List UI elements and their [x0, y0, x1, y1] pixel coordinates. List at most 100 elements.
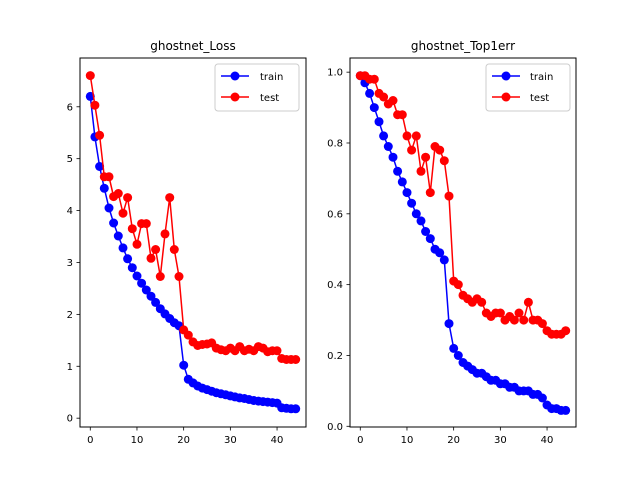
loss-chart-panel: ghostnet_Loss 0 10 20 30 40 0 1 2 3 4 5 6 train tes… — [67, 39, 307, 446]
loss-y-tick-label: 5 — [67, 154, 73, 165]
top1err-test-point — [407, 145, 417, 155]
loss-test-point — [104, 172, 114, 182]
top1err-test-point — [435, 145, 445, 155]
top1err-legend-test-label: test — [530, 93, 549, 104]
top1err-train-point — [402, 188, 412, 198]
top1err-x-tick-label: 40 — [541, 435, 554, 446]
top1err-train-point — [444, 319, 454, 329]
top1err-test-point — [509, 315, 519, 325]
loss-test-point — [118, 208, 128, 218]
loss-test-point — [113, 189, 123, 198]
top1err-test-point — [444, 191, 454, 201]
loss-test-point — [160, 229, 170, 239]
top1err-train-point — [561, 405, 571, 415]
top1err-y-tick-label: 1.0 — [327, 68, 343, 79]
top1err-train-point — [374, 117, 384, 127]
top1err-legend-train-label: train — [530, 72, 553, 83]
top1err-train-point — [388, 152, 398, 162]
loss-legend-train-label: train — [260, 72, 283, 83]
top1err-test-point — [453, 280, 463, 290]
top1err-legend: train test — [485, 63, 571, 112]
top1err-train-point — [411, 209, 421, 219]
top1err-test-point — [561, 326, 571, 336]
top1err-train-point — [449, 343, 459, 353]
top1err-y-tick-label: 0.6 — [327, 209, 343, 220]
top1err-plot-area: 0 10 20 30 40 0.0 0.2 0.4 0.6 0.8 1.0 — [327, 68, 571, 446]
loss-test-point — [155, 272, 165, 281]
top1err-x-tick-label: 10 — [401, 435, 414, 446]
loss-test-point — [169, 245, 179, 254]
top1err-y-tick-label: 0.0 — [327, 422, 343, 433]
loss-x-tick-label: 30 — [224, 435, 237, 446]
top1err-test-point — [425, 188, 435, 198]
loss-legend-train-marker — [230, 71, 240, 81]
loss-plot-area: 0 10 20 30 40 0 1 2 3 4 5 6 — [67, 71, 301, 446]
top1err-train-point — [537, 393, 547, 403]
top1err-test-point — [416, 166, 426, 176]
loss-train-point — [123, 254, 133, 264]
top1err-train-point — [365, 88, 375, 98]
top1err-train-point — [393, 166, 403, 176]
loss-test-point — [123, 193, 133, 203]
top1err-test-point — [421, 152, 431, 162]
top1err-y-tick-label: 0.8 — [327, 138, 343, 149]
loss-test-point — [127, 224, 137, 234]
loss-train-point — [137, 278, 147, 288]
loss-y-tick-label: 6 — [67, 102, 73, 113]
top1err-train-point — [425, 234, 435, 244]
top1err-test-point — [402, 131, 412, 141]
loss-test-point — [151, 245, 161, 254]
top1err-train-point — [421, 227, 431, 236]
top1err-chart-panel: ghostnet_Top1err 0 10 20 30 40 0.0 0.2 0.4 0.6 0.… — [327, 39, 577, 446]
loss-test-point — [183, 330, 193, 340]
loss-train-point — [99, 183, 109, 193]
loss-x-tick-label: 10 — [131, 435, 144, 446]
top1err-train-point — [453, 351, 463, 360]
loss-train-point — [109, 218, 119, 228]
top1err-test-point — [379, 92, 389, 102]
top1err-x-tick-label: 20 — [447, 435, 460, 446]
top1err-y-tick-label: 0.2 — [327, 351, 343, 362]
top1err-legend-test-marker — [501, 92, 511, 102]
top1err-train-point — [397, 177, 407, 187]
loss-test-point — [272, 346, 282, 356]
loss-train-point — [146, 291, 156, 301]
loss-train-point — [95, 162, 105, 171]
loss-test-point — [174, 272, 184, 281]
top1err-legend-train-marker — [501, 71, 511, 81]
loss-train-point — [118, 243, 128, 253]
loss-test-point — [141, 219, 151, 229]
loss-train-point — [291, 404, 301, 414]
loss-legend-test-marker — [230, 92, 240, 102]
loss-test-point — [146, 253, 156, 263]
top1err-test-point — [495, 308, 505, 318]
top1err-train-point — [383, 142, 393, 151]
loss-chart-frame — [79, 57, 307, 428]
top1err-test-point — [388, 96, 398, 105]
top1err-test-point — [537, 319, 547, 329]
loss-train-point — [113, 231, 123, 241]
top1err-test-point — [523, 297, 533, 307]
top1err-train-point — [379, 131, 389, 141]
top1err-test-point — [397, 110, 407, 120]
loss-test-point — [291, 355, 301, 364]
top1err-train-point — [416, 216, 426, 226]
loss-y-tick-label: 0 — [67, 414, 73, 425]
top1err-chart-title: ghostnet_Top1err — [411, 39, 515, 53]
loss-test-point — [165, 193, 175, 203]
top1err-train-point — [435, 248, 445, 258]
loss-train-point — [141, 285, 151, 295]
top1err-test-point — [439, 156, 449, 166]
top1err-legend-box — [485, 63, 571, 112]
loss-y-tick-label: 1 — [67, 362, 73, 373]
loss-y-tick-label: 4 — [67, 206, 73, 217]
loss-legend-test-label: test — [260, 93, 279, 104]
loss-test-point — [85, 71, 95, 81]
loss-train-point — [179, 360, 189, 370]
top1err-test-point — [369, 74, 379, 84]
loss-x-tick-label: 0 — [87, 435, 93, 446]
loss-test-point — [90, 100, 100, 110]
top1err-y-tick-label: 0.4 — [327, 280, 343, 291]
loss-test-point — [95, 130, 105, 140]
